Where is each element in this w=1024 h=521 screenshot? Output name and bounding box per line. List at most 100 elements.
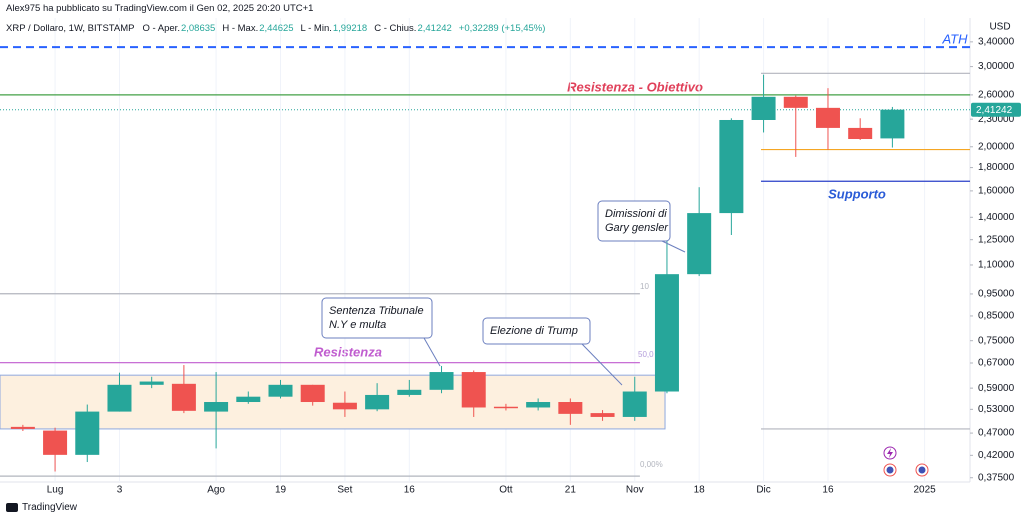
candle-body bbox=[300, 384, 325, 403]
x-tick-label: Ott bbox=[499, 485, 513, 496]
candle-body bbox=[558, 402, 583, 414]
tv-logo bbox=[6, 503, 18, 512]
legend-key: O - Aper. bbox=[142, 23, 180, 34]
candle-body bbox=[43, 430, 68, 455]
y-tick-label: 0,53000 bbox=[978, 404, 1015, 415]
legend-value: 2,41242 bbox=[417, 23, 452, 34]
callout-pointer bbox=[423, 337, 441, 367]
candle-body bbox=[204, 402, 229, 412]
candle-body bbox=[332, 402, 357, 410]
candle-body bbox=[10, 426, 35, 429]
candle-body bbox=[365, 394, 390, 410]
level-label: Resistenza bbox=[314, 344, 382, 359]
fib-label: 0,00% bbox=[640, 460, 663, 469]
x-tick-label: Nov bbox=[626, 485, 644, 496]
y-tick-label: 0,47000 bbox=[978, 428, 1015, 439]
candle-body bbox=[397, 389, 422, 395]
y-tick-label: 1,40000 bbox=[978, 212, 1015, 223]
x-tick-label: 3 bbox=[117, 485, 123, 496]
legend-value: 1,99218 bbox=[332, 23, 368, 34]
x-tick-label: 21 bbox=[565, 485, 577, 496]
candle-body bbox=[848, 127, 873, 140]
candle-body bbox=[815, 107, 840, 128]
legend-value: +0,32289 (+15,45%) bbox=[458, 23, 546, 34]
candle-body bbox=[622, 391, 647, 417]
x-tick-label: 2025 bbox=[913, 485, 936, 496]
callout-text: Sentenza Tribunale bbox=[329, 305, 424, 317]
callout-text: Dimissioni di bbox=[605, 208, 667, 220]
candle-body bbox=[783, 96, 808, 108]
candle-body bbox=[880, 109, 905, 139]
event-flag bbox=[918, 466, 926, 474]
x-tick-label: 16 bbox=[822, 485, 834, 496]
publisher-line: Alex975 ha pubblicato su TradingView.com… bbox=[6, 3, 314, 14]
y-tick-label: 1,80000 bbox=[978, 162, 1015, 173]
y-tick-label: 1,60000 bbox=[978, 186, 1015, 197]
footer: TradingView bbox=[22, 502, 78, 513]
event-icon-bolt bbox=[887, 448, 893, 458]
candle-body bbox=[171, 383, 196, 411]
y-tick-label: 3,00000 bbox=[978, 61, 1015, 72]
y-tick-label: 0,85000 bbox=[978, 311, 1015, 322]
level-label: Supporto bbox=[828, 186, 886, 201]
candle-body bbox=[107, 384, 132, 412]
callout-box bbox=[597, 200, 671, 242]
callouts: Sentenza Tribunale N.Y e multa Elezione di… bbox=[321, 200, 686, 386]
y-tick-label: 0,42000 bbox=[978, 450, 1015, 461]
candle-body bbox=[654, 274, 679, 392]
y-tick-label: 0,67000 bbox=[978, 358, 1015, 369]
callout-text: Elezione di Trump bbox=[490, 325, 578, 337]
y-tick-label: 2,60000 bbox=[978, 90, 1015, 101]
y-axis-label: USD bbox=[989, 22, 1010, 33]
y-tick-label: 1,25000 bbox=[978, 234, 1015, 245]
symbol-title: XRP / Dollaro, 1W, BITSTAMP bbox=[6, 23, 135, 34]
x-tick-label: 19 bbox=[275, 485, 287, 496]
callout-text: Gary gensler bbox=[605, 222, 669, 234]
candle-body bbox=[719, 119, 744, 214]
event-flag bbox=[886, 466, 894, 474]
y-tick-label: 2,30000 bbox=[978, 114, 1015, 125]
y-tick-label: 0,37500 bbox=[978, 472, 1015, 483]
x-tick-label: 18 bbox=[694, 485, 706, 496]
legend-key: H - Max. bbox=[222, 23, 259, 34]
candle-body bbox=[236, 396, 261, 403]
legend-value: 2,08635 bbox=[180, 23, 216, 34]
y-tick-label: 3,40000 bbox=[978, 36, 1015, 47]
callout-pointer bbox=[661, 240, 686, 253]
candle-body bbox=[751, 96, 776, 120]
y-tick-label: 0,95000 bbox=[978, 289, 1015, 300]
candle-body bbox=[687, 213, 712, 275]
candle-body bbox=[429, 372, 454, 390]
legend-key: C - Chius. bbox=[374, 23, 417, 34]
x-tick-label: Ago bbox=[207, 485, 225, 496]
callout-box bbox=[482, 317, 591, 345]
callout-box bbox=[321, 297, 433, 339]
candle-body bbox=[75, 411, 100, 455]
legend-key: L - Min. bbox=[300, 23, 332, 34]
y-tick-label: 0,75000 bbox=[978, 335, 1015, 346]
last-price-label: 2,41242 bbox=[976, 105, 1013, 116]
x-tick-label: 16 bbox=[404, 485, 416, 496]
level-label: ATH bbox=[941, 31, 968, 46]
y-tick-label: 0,59000 bbox=[978, 383, 1015, 394]
candle-body bbox=[268, 384, 293, 397]
y-tick-label: 1,10000 bbox=[978, 260, 1015, 271]
last-price-tag bbox=[971, 102, 1021, 117]
candle-body bbox=[590, 413, 615, 417]
symbol-legend: XRP / Dollaro, 1W, BITSTAMP O - Aper.2,08… bbox=[6, 23, 552, 34]
candle-body bbox=[139, 381, 164, 385]
callout-pointer bbox=[581, 343, 623, 386]
candle-body bbox=[461, 372, 486, 408]
fib-label: 10 bbox=[640, 282, 649, 291]
legend-value: 2,44625 bbox=[259, 23, 294, 34]
x-tick-label: Set bbox=[337, 485, 352, 496]
candle-body bbox=[526, 402, 551, 408]
y-tick-label: 2,00000 bbox=[978, 141, 1015, 152]
candle-body bbox=[493, 406, 518, 409]
x-tick-label: Dic bbox=[756, 485, 770, 496]
callout-text: N.Y e multa bbox=[329, 319, 386, 331]
x-tick-label: Lug bbox=[47, 485, 64, 496]
fib-label: 50,0 bbox=[638, 350, 654, 359]
